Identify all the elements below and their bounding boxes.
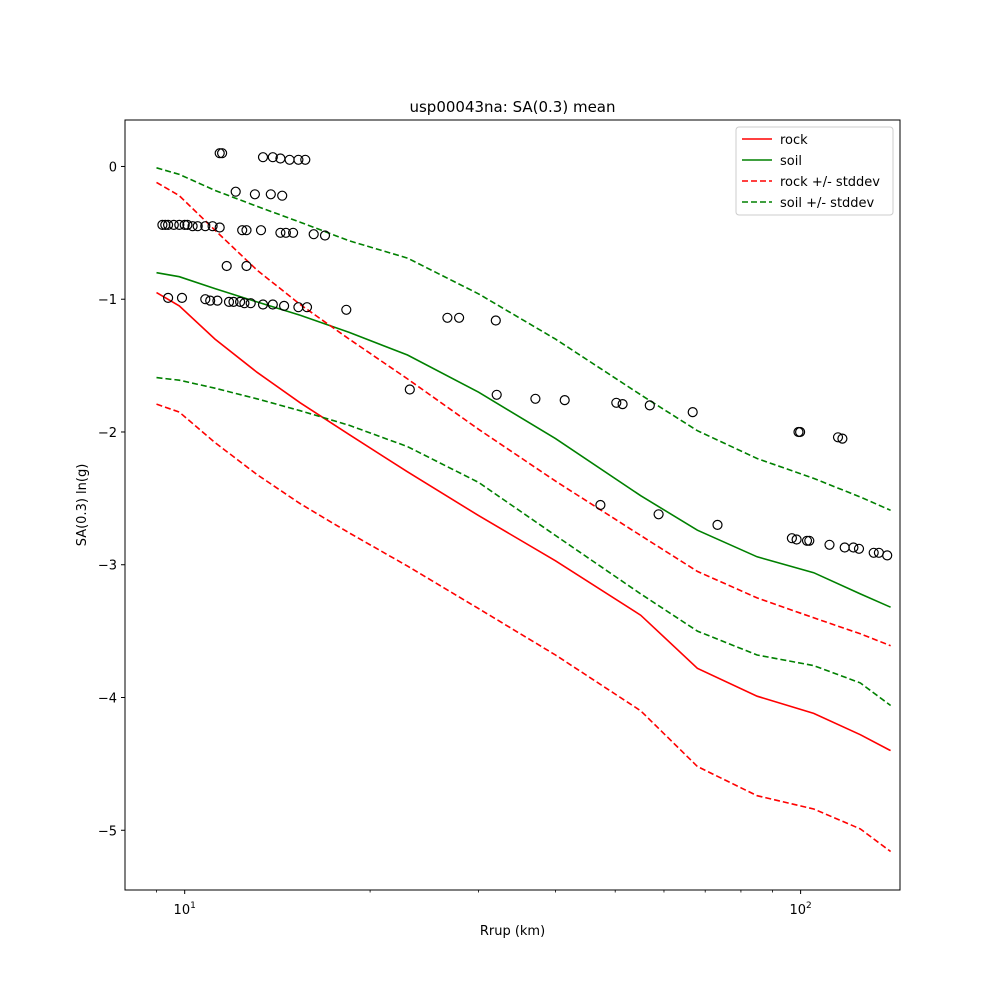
data-point xyxy=(212,295,223,306)
data-point xyxy=(530,393,541,404)
y-axis-label: SA(0.3) ln(g) xyxy=(75,464,90,547)
series-line-4 xyxy=(156,167,891,512)
y-tick-label: 0 xyxy=(109,160,117,175)
data-point xyxy=(832,432,844,443)
data-point xyxy=(267,152,278,163)
data-point xyxy=(228,296,239,307)
data-point xyxy=(257,299,269,310)
data-point xyxy=(163,219,174,230)
data-point xyxy=(404,384,415,395)
data-point xyxy=(442,312,453,323)
y-tick-label: −4 xyxy=(98,692,117,707)
data-point xyxy=(174,219,185,230)
data-point xyxy=(267,299,278,310)
series-line-1 xyxy=(156,271,891,608)
data-point xyxy=(824,539,835,550)
data-point xyxy=(837,433,848,444)
data-point xyxy=(217,148,228,159)
data-point xyxy=(277,190,288,201)
data-point xyxy=(200,294,211,305)
data-point xyxy=(300,154,311,165)
data-point xyxy=(617,399,628,410)
data-point xyxy=(293,154,304,165)
y-tick-label: −3 xyxy=(98,559,117,574)
data-point xyxy=(653,509,664,520)
legend-box xyxy=(735,126,894,216)
data-point xyxy=(245,298,256,309)
data-point xyxy=(205,295,216,306)
data-point xyxy=(221,260,232,272)
data-point xyxy=(157,219,168,230)
data-point xyxy=(237,225,248,236)
x-tick-label: 101 xyxy=(174,901,196,918)
data-point xyxy=(187,221,198,232)
data-point xyxy=(280,227,291,238)
data-point xyxy=(454,312,465,323)
data-point xyxy=(490,315,501,326)
data-point xyxy=(275,227,286,238)
data-point xyxy=(182,219,193,230)
data-point xyxy=(207,221,218,232)
data-point xyxy=(868,547,879,558)
series-line-0 xyxy=(156,291,891,752)
data-point xyxy=(200,221,211,232)
data-point xyxy=(176,292,188,303)
data-point xyxy=(265,189,276,200)
data-point xyxy=(214,148,225,159)
x-axis-label: Rrup (km) xyxy=(480,924,545,939)
data-point xyxy=(644,400,655,411)
data-point xyxy=(848,542,859,553)
data-point xyxy=(235,296,246,307)
legend: rock soil rock +/- stddev soil +/- stddev xyxy=(735,126,894,216)
series-line-5 xyxy=(156,376,892,707)
data-point xyxy=(301,302,313,313)
data-point xyxy=(794,426,806,438)
data-point xyxy=(712,519,723,531)
data-point xyxy=(786,533,798,544)
data-point xyxy=(853,543,865,554)
data-point xyxy=(249,189,260,200)
legend-label: rock xyxy=(780,133,808,148)
y-tick-label: −1 xyxy=(98,293,117,308)
data-point xyxy=(279,300,290,311)
data-point xyxy=(214,222,225,233)
data-point xyxy=(241,260,252,272)
data-point xyxy=(230,186,241,197)
data-point xyxy=(257,152,269,163)
data-point xyxy=(791,534,802,545)
series-line-2 xyxy=(156,181,891,647)
data-point xyxy=(288,227,299,238)
data-point xyxy=(308,229,319,240)
legend-label: soil +/- stddev xyxy=(780,196,875,211)
data-point xyxy=(595,499,606,511)
data-point xyxy=(239,298,250,309)
series-line-3 xyxy=(156,403,892,853)
data-point xyxy=(491,389,502,400)
x-tick-label: 102 xyxy=(789,901,811,918)
chart-title: usp00043na: SA(0.3) mean xyxy=(409,98,615,116)
data-point xyxy=(223,296,235,307)
data-point xyxy=(179,219,190,230)
data-point xyxy=(882,550,893,561)
data-point xyxy=(611,397,622,408)
data-point xyxy=(192,221,203,232)
data-point xyxy=(559,395,570,406)
plot-frame xyxy=(124,119,901,891)
data-point xyxy=(163,292,174,303)
data-point xyxy=(255,225,267,236)
data-point xyxy=(341,304,352,315)
data-point xyxy=(687,407,698,418)
data-point xyxy=(804,535,815,546)
data-point xyxy=(241,225,252,236)
legend-label: rock +/- stddev xyxy=(780,175,880,190)
data-point xyxy=(319,230,331,241)
y-tick-label: −5 xyxy=(98,824,117,839)
legend-label: soil xyxy=(780,154,802,169)
y-tick-label: −2 xyxy=(98,426,117,441)
data-point xyxy=(168,219,179,230)
